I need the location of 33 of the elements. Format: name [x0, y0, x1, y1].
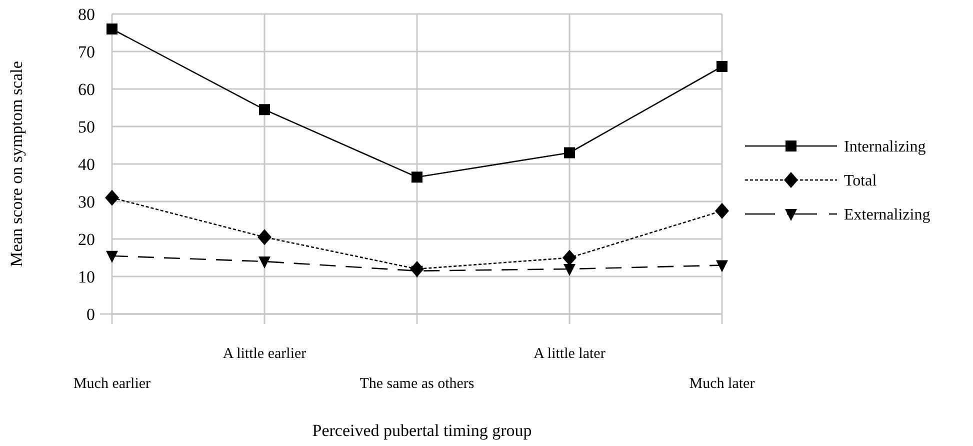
y-tick-label: 40 [78, 154, 95, 174]
point [259, 104, 270, 116]
x-tick-label: Much later [689, 376, 755, 392]
x-tick-label: A little later [534, 346, 606, 362]
point [715, 202, 729, 219]
y-tick-label: 30 [78, 192, 95, 212]
y-tick-label: 20 [78, 230, 95, 249]
y-tick-label: 0 [86, 304, 95, 324]
point [258, 256, 270, 268]
text: Internalizing [844, 138, 926, 156]
point [106, 24, 118, 34]
x-tick-label: Much earlier [73, 376, 151, 392]
x-tick-label: The same as others [360, 376, 474, 392]
y-tick-label: 80 [78, 4, 95, 24]
point [258, 229, 272, 246]
y-tick-label: 10 [78, 267, 95, 286]
point [106, 250, 118, 263]
y-tick-label: 60 [78, 80, 95, 99]
y-tick-label: 70 [78, 42, 95, 62]
point [716, 61, 728, 72]
x-tick-label: A little earlier [222, 346, 306, 362]
y-tick-label: 50 [78, 117, 95, 136]
x-axis-title: Perceived pubertal timing group [312, 421, 532, 440]
point [564, 264, 576, 276]
y-axis-title: Mean score on symptom scale [7, 61, 26, 267]
point [562, 250, 576, 266]
point [564, 147, 575, 158]
point [411, 266, 423, 278]
text: Total [844, 172, 878, 190]
text: Externalizing [844, 206, 930, 224]
point [412, 172, 422, 183]
point [716, 260, 728, 272]
point [105, 190, 119, 206]
